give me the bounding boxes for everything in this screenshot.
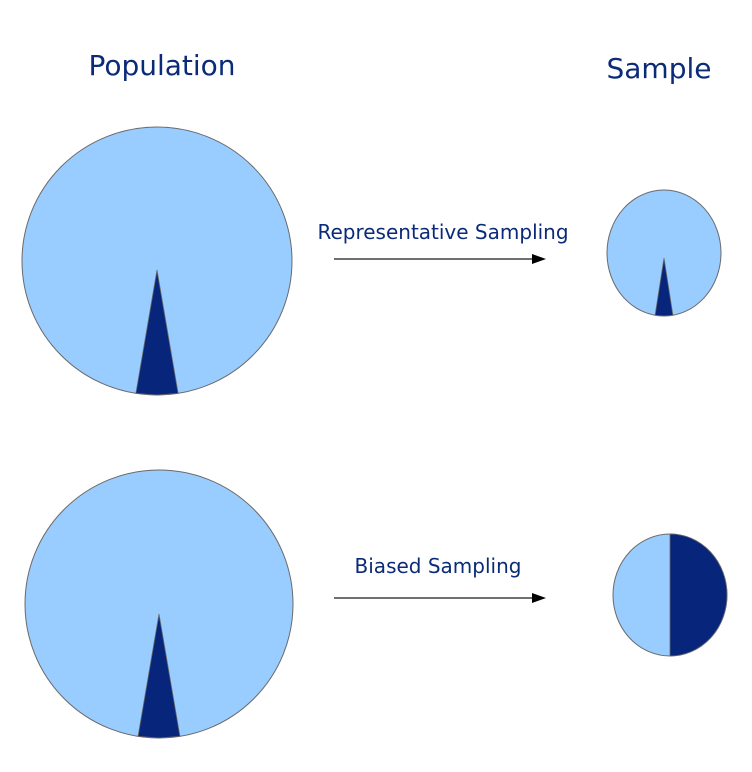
biased-row: Biased Sampling: [24, 469, 728, 739]
sample-pie-representative: [606, 189, 722, 317]
biased-sampling-label: Biased Sampling: [355, 554, 522, 578]
population-heading: Population: [88, 49, 235, 82]
population-pie-biased: [24, 469, 294, 739]
sample-heading: Sample: [607, 52, 712, 85]
sample-pie-biased: [612, 533, 728, 657]
representative-arrow-head: [532, 254, 546, 264]
population-pie-dark-wedge: [135, 269, 179, 396]
biased-arrow-head: [532, 593, 546, 603]
representative-row: Representative Sampling: [21, 126, 722, 396]
representative-sampling-label: Representative Sampling: [317, 220, 568, 244]
population-pie-representative: [21, 126, 293, 396]
population-pie-dark-wedge: [137, 613, 181, 739]
sample-pie-dark-wedge: [654, 257, 674, 317]
sample-pie-dark-half: [669, 533, 728, 657]
